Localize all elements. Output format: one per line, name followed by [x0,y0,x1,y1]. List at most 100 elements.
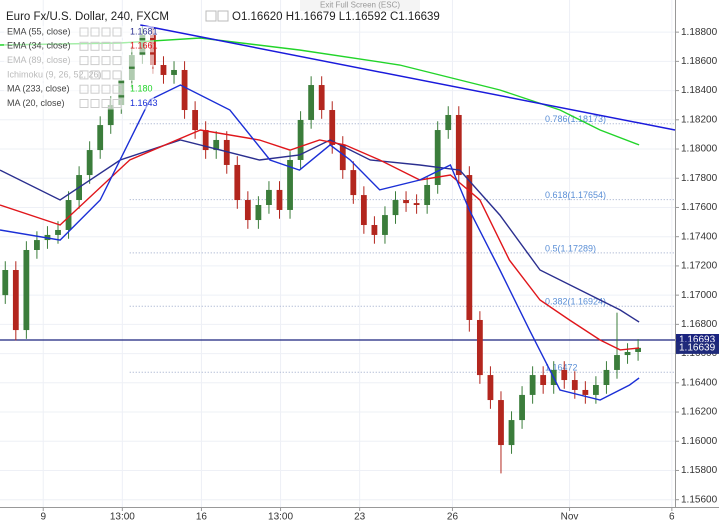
grid [0,0,675,507]
legend-icon[interactable] [90,27,100,37]
candle-body [592,384,599,395]
candle-body [392,200,399,216]
y-tick-label: 1.18400 [681,85,718,96]
legend-name: EMA (34, close) [7,41,71,51]
x-tick-label: 6 [669,512,675,523]
y-tick-label: 1.18800 [681,27,718,38]
candle-body [86,150,93,176]
y-tick-label: 1.16400 [681,377,718,388]
legend-icon[interactable] [79,56,89,66]
legend-value: 1.1681 [130,26,158,36]
candle-body [23,249,30,331]
x-tick-label: 13:00 [110,512,135,523]
candle-body [339,144,346,171]
legend-icon[interactable] [112,41,122,51]
candle-body [12,270,19,331]
candle-body [287,159,293,210]
y-tick-label: 1.16800 [681,319,718,330]
legend-bg [4,54,154,67]
candle-body [466,175,473,320]
legend-name: MA (233, close) [7,84,70,94]
candle-body [561,369,568,381]
candle-body [128,55,135,81]
candle-body [192,110,199,131]
x-tick-label: 13:00 [268,512,293,523]
legend-icon[interactable] [79,27,89,37]
legend-icon[interactable] [112,84,122,94]
candle-body [371,225,378,235]
candle-body [55,229,61,235]
candle-body [244,200,251,221]
legend-icon[interactable] [112,70,122,80]
legend-icon[interactable] [90,41,100,51]
symbol-title: Euro Fx/U.S. Dollar, 240, FXCM [6,11,169,23]
exit-button-bg[interactable] [300,0,420,11]
candle-body [318,85,325,111]
y-tick-label: 1.17800 [681,173,718,184]
candle-body [308,85,315,120]
candle-body [571,380,578,390]
candle-body [181,69,188,111]
legend-icon[interactable] [112,56,122,66]
y-tick-label: 1.15600 [681,494,718,505]
candle-body [160,65,167,75]
x-tick-label: 9 [40,512,46,523]
candle-body [624,351,631,356]
legend-icon[interactable] [112,99,122,108]
x-tick-label: Nov [561,512,579,523]
legend-name: Ichimoku (9, 26, 52, 26) [7,69,102,79]
y-tick-label: 1.18200 [681,114,718,125]
candle-body [297,119,304,160]
legend-icon[interactable] [90,56,100,66]
legend-icon[interactable] [90,99,100,108]
legend-icon[interactable] [79,99,89,108]
candle-body [498,400,504,446]
ohlc-values: O1.16620 H1.16679 L1.16592 C1.16639 [232,11,440,23]
y-tick-label: 1.17200 [681,261,718,272]
legend-icon[interactable] [90,70,100,80]
candle-body [255,204,262,221]
icon[interactable] [217,10,229,22]
candle-body [403,200,409,204]
candle-body [614,355,620,370]
exit-fullscreen[interactable]: Exit Full Screen (ESC) [320,1,400,10]
candle-body [107,105,114,126]
price-badge [676,341,719,354]
candle-body [455,114,462,176]
candle-body [434,130,441,185]
plot-area: 0.786(1.18173) 0.618(1.17654) 0.5(1.17289)… [0,24,676,474]
legend-icon[interactable] [101,56,111,66]
candle-body [329,110,336,145]
indicator-line [0,84,640,401]
legend-icon[interactable] [79,70,89,80]
legend-icon[interactable] [90,84,100,94]
y-tick-label: 1.16200 [681,407,718,418]
price-badge-label: 1.16693 [679,335,716,346]
candle-body [234,164,241,201]
icon[interactable] [205,10,217,22]
legend-icon[interactable] [101,41,111,51]
indicator-line [0,129,640,351]
legend-name: EMA (89, close) [7,55,71,65]
candle-body [34,240,40,250]
candle-body [382,215,388,235]
candle-body [223,139,230,165]
legend-bg [4,68,154,81]
legend-icon[interactable] [101,84,111,94]
indicator-line [0,139,640,323]
candle-body [171,69,177,75]
candle-body [424,184,431,205]
candle-body [266,189,272,205]
y-tick-label: 1.17600 [681,202,718,213]
legend-icon[interactable] [101,70,111,80]
x-tick-label: 26 [447,512,459,523]
fib-label: 1.16472 [545,363,578,373]
legend-icon[interactable] [112,27,122,37]
legend-icon[interactable] [101,99,111,108]
overlay: Exit Full Screen (ESC) Euro Fx/U.S. Doll… [4,0,719,523]
legend-icon[interactable] [79,41,89,51]
legend-name: MA (20, close) [7,98,65,108]
legend-icon[interactable] [79,84,89,94]
y-tick-label: 1.18600 [681,56,718,67]
legend-icon[interactable] [101,27,111,37]
